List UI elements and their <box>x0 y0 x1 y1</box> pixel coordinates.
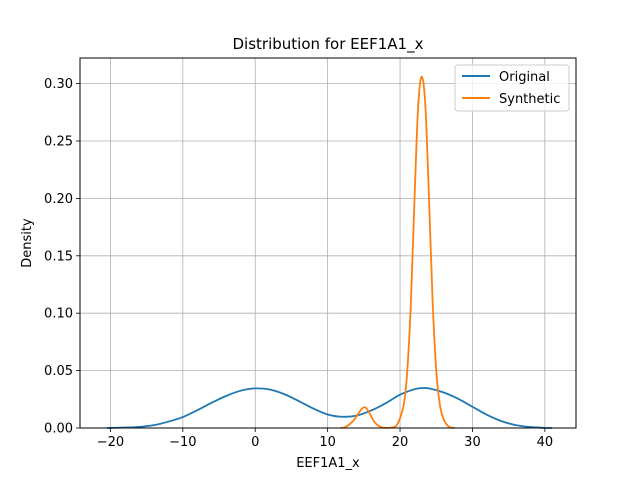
y-axis-ticks: 0.00 0.05 0.10 0.15 0.20 0.25 0.30 <box>44 77 80 437</box>
x-tick-label: 0 <box>251 435 259 450</box>
y-tick-label: 0.10 <box>44 307 73 322</box>
y-axis-label: Density <box>20 218 35 268</box>
x-tick-label: 30 <box>464 435 481 450</box>
y-tick-label: 0.30 <box>44 77 73 92</box>
x-tick-label: 40 <box>537 435 554 450</box>
x-axis-label: EEF1A1_x <box>296 456 360 471</box>
y-tick-label: 0.00 <box>44 422 73 437</box>
y-tick-label: 0.25 <box>44 135 73 150</box>
legend-label-synthetic: Synthetic <box>499 92 560 107</box>
legend-label-original: Original <box>499 70 550 85</box>
x-tick-label: 10 <box>319 435 336 450</box>
y-tick-label: 0.20 <box>44 192 73 207</box>
chart-title: Distribution for EEF1A1_x <box>233 35 424 54</box>
x-tick-label: −20 <box>97 435 124 450</box>
y-tick-label: 0.05 <box>44 364 73 379</box>
series-line-synthetic <box>340 75 455 429</box>
series-lines <box>106 75 553 429</box>
x-axis-ticks: −20 −10 0 10 20 30 40 <box>97 428 553 450</box>
y-tick-label: 0.15 <box>44 249 73 264</box>
legend: Original Synthetic <box>454 64 570 112</box>
series-line-original <box>106 387 553 429</box>
x-tick-label: −10 <box>169 435 196 450</box>
x-tick-label: 20 <box>392 435 409 450</box>
